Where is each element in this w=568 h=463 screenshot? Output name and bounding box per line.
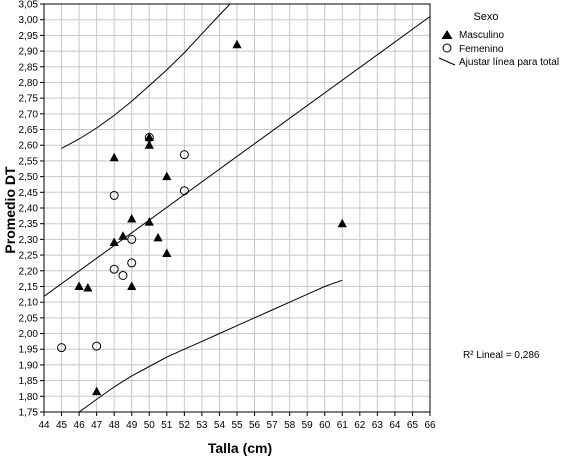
x-axis-title: Talla (cm) [208,440,272,456]
lower-confidence-curve [78,279,343,412]
x-tick-label: 62 [354,420,366,431]
y-tick-label: 2,95 [19,31,39,42]
fit-line [44,16,430,298]
x-tick-label: 50 [144,420,156,431]
y-tick-label: 2,30 [19,235,39,246]
x-tick-label: 57 [267,420,279,431]
point-femenino [179,150,189,160]
point-masculino [162,248,172,258]
y-tick-label: 2,55 [19,156,39,167]
y-tick-label: 1,95 [19,345,39,356]
y-tick-label: 2,60 [19,141,39,152]
upper-confidence-curve [61,4,231,149]
legend-label: Femenino [459,44,504,55]
y-tick-label: 2,45 [19,188,39,199]
x-tick-label: 45 [56,420,68,431]
x-tick-label: 47 [91,420,103,431]
x-tick-label: 44 [38,420,50,431]
x-tick-label: 66 [424,420,436,431]
y-tick-label: 3,05 [19,0,39,11]
x-tick-label: 59 [302,420,314,431]
y-tick-label: 2,50 [19,172,39,183]
legend-label: Masculino [459,30,504,41]
x-tick-label: 60 [319,420,331,431]
y-tick-label: 2,10 [19,298,39,309]
point-femenino [109,190,119,200]
point-masculino [144,217,154,226]
confidence-bands [61,4,343,412]
point-femenino [179,186,189,196]
point-femenino [57,343,67,353]
y-tick-label: 2,35 [19,219,39,230]
point-femenino [92,341,102,351]
x-tick-label: 63 [372,420,384,431]
x-tick-label: 46 [74,420,86,431]
point-masculino [337,218,347,228]
x-tick-label: 54 [214,420,226,431]
y-tick-label: 2,00 [19,329,39,340]
y-tick-label: 2,40 [19,204,39,215]
x-tick-label: 64 [389,420,401,431]
point-masculino [153,232,163,242]
legend-circle-icon [442,43,452,53]
point-masculino [144,140,154,149]
x-tick-label: 52 [179,420,191,431]
regression-line [44,16,430,298]
y-axis-title: Promedio DT [2,166,18,254]
point-femenino [127,234,137,244]
data-points [57,39,347,396]
x-tick-label: 55 [231,420,243,431]
point-masculino [109,152,119,162]
point-masculino [83,283,93,292]
point-femenino [127,258,137,268]
r-squared-annotation: R² Lineal = 0,286 [463,350,540,361]
x-tick-label: 48 [109,420,121,431]
point-masculino [74,281,84,290]
point-femenino [144,132,154,142]
legend-item-fit: Ajustar línea para total [438,57,559,68]
y-tick-label: 2,25 [19,251,39,262]
point-masculino [127,281,137,290]
x-tick-label: 56 [249,420,261,431]
y-tick-label: 1,85 [19,376,39,387]
y-tick-label: 2,85 [19,62,39,73]
y-tick-label: 2,15 [19,282,39,293]
y-tick-label: 2,75 [19,94,39,105]
x-tick-label: 65 [407,420,419,431]
y-tick-label: 2,80 [19,78,39,89]
point-masculino [109,237,119,247]
x-tick-label: 49 [126,420,138,431]
legend-title: Sexo [473,11,498,23]
legend-label: Ajustar línea para total [459,57,559,68]
x-tick-label: 53 [196,420,208,431]
point-masculino [232,39,242,49]
legend: Sexo Masculino Femenino Ajustar línea pa… [438,11,559,68]
y-tick-label: 1,75 [19,408,39,419]
x-tick-label: 58 [284,420,296,431]
point-masculino [162,171,172,181]
y-tick-label: 2,65 [19,125,39,136]
y-tick-label: 1,80 [19,392,39,403]
point-masculino [144,132,154,141]
y-tick-label: 2,05 [19,313,39,324]
point-masculino [127,213,137,223]
y-tick-label: 2,20 [19,266,39,277]
point-femenino [118,270,128,280]
legend-triangle-icon [441,30,453,39]
point-femenino [109,264,119,274]
x-tick-label: 51 [161,420,173,431]
y-tick-label: 2,90 [19,47,39,58]
legend-item-femenino: Femenino [442,43,504,55]
point-masculino [118,231,128,240]
legend-item-masculino: Masculino [441,30,504,41]
legend-line-icon [438,57,456,66]
grid-lines [43,3,431,413]
y-tick-label: 1,90 [19,360,39,371]
x-tick-label: 61 [337,420,349,431]
y-tick-label: 3,00 [19,15,39,26]
axes: 44 45 46 47 48 49 50 51 52 53 54 55 56 57 58 59 60 61 62 63… [19,0,436,431]
point-masculino [92,386,102,396]
y-tick-label: 2,70 [19,109,39,120]
